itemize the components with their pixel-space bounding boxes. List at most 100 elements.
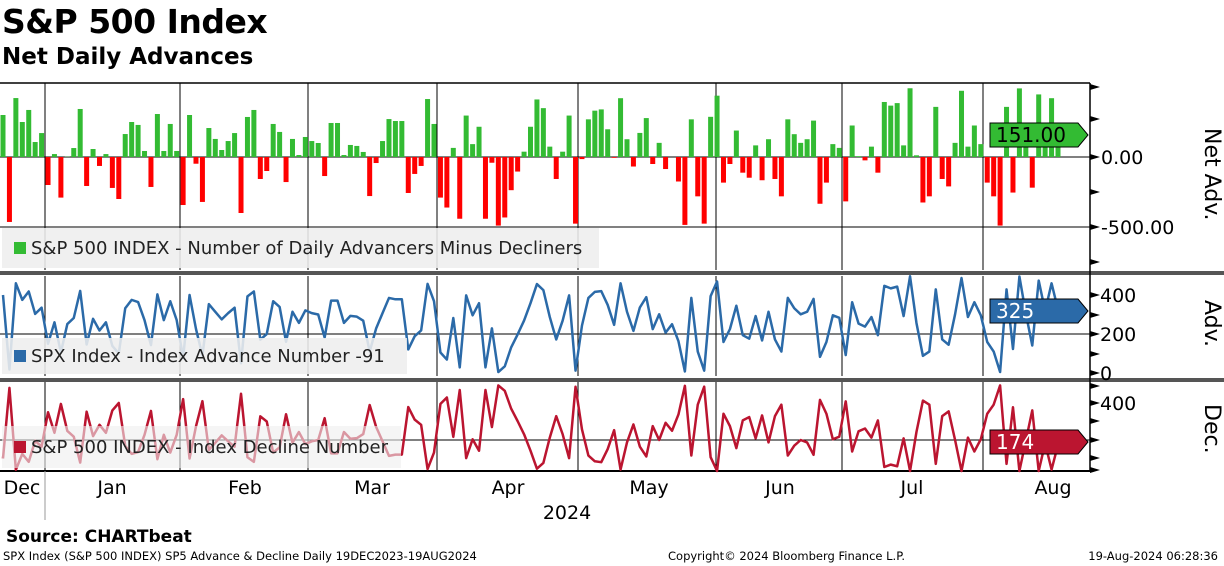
- bar-net: [476, 126, 482, 157]
- bar-net: [785, 119, 791, 157]
- legend-dec: S&P 500 INDEX - Index Decline Number: [2, 426, 401, 468]
- bar-net: [283, 157, 289, 183]
- bar-net: [122, 134, 128, 157]
- legend-swatch-adv: [14, 350, 26, 362]
- bar-net: [605, 129, 611, 157]
- bar-net: [849, 125, 855, 157]
- x-month-label: Mar: [354, 477, 390, 499]
- bar-net: [193, 157, 199, 164]
- footer-copyright: Copyright© 2024 Bloomberg Finance L.P.: [668, 549, 905, 563]
- bar-net: [817, 157, 823, 204]
- bar-net: [238, 157, 244, 213]
- bar-net: [225, 141, 231, 157]
- bar-net: [103, 154, 109, 157]
- footer-timestamp: 19-Aug-2024 06:28:36: [1088, 549, 1218, 563]
- last-value-tag-dec: [989, 429, 1089, 455]
- bar-net: [96, 157, 102, 166]
- bar-net: [688, 119, 694, 157]
- bar-net: [630, 157, 636, 167]
- bar-net: [354, 145, 360, 157]
- bar-net: [843, 157, 849, 202]
- bar-net: [875, 157, 881, 173]
- bar-net: [881, 101, 887, 157]
- bar-net: [534, 99, 540, 157]
- axis-tick: [1090, 84, 1100, 90]
- bar-net: [206, 128, 212, 157]
- bar-net: [328, 122, 334, 157]
- bar-net: [418, 157, 424, 166]
- bar-net: [804, 139, 810, 157]
- x-month-label: Jan: [96, 477, 126, 499]
- bar-net: [489, 157, 495, 163]
- axis-title-adv: Adv.: [1199, 300, 1224, 347]
- axis-tick: [1090, 154, 1100, 160]
- axis-tick: [1090, 116, 1100, 122]
- axis-tick: [1090, 437, 1100, 443]
- bar-net: [84, 157, 90, 186]
- last-value-tag-dec-text: 174: [996, 430, 1034, 454]
- bar-net: [901, 145, 907, 157]
- y-tick-label-adv: 0: [1100, 363, 1112, 385]
- bar-net: [573, 157, 579, 224]
- bar-net: [174, 150, 180, 157]
- bar-net: [148, 157, 154, 187]
- bar-net: [335, 122, 341, 157]
- bar-net: [508, 157, 514, 191]
- bar-net: [32, 142, 38, 157]
- axis-tick: [1090, 370, 1100, 376]
- bar-net: [470, 144, 476, 157]
- bar-net: [566, 115, 572, 157]
- y-tick-label-adv: 200: [1100, 324, 1136, 346]
- bar-net: [322, 157, 328, 177]
- bar-net: [463, 115, 469, 157]
- bar-net: [939, 157, 945, 179]
- bar-net: [495, 157, 501, 226]
- bar-net: [540, 108, 546, 157]
- bar-net: [553, 157, 559, 179]
- bar-net: [289, 138, 295, 157]
- bar-net: [450, 147, 456, 157]
- bar-net: [392, 121, 398, 157]
- last-value-tag-adv: [989, 298, 1089, 324]
- bar-net: [444, 157, 450, 208]
- bar-net: [315, 143, 321, 157]
- axis-tick: [1090, 259, 1100, 265]
- last-value-tag-adv-text: 325: [996, 299, 1034, 323]
- bar-net: [618, 98, 624, 157]
- bar-net: [978, 144, 984, 157]
- bar-net: [682, 157, 688, 225]
- line-advances: [1, 275, 1060, 374]
- bar-net: [302, 136, 308, 157]
- bar-net: [714, 95, 720, 157]
- bar-net: [71, 148, 77, 157]
- bar-net: [251, 109, 257, 157]
- axis-tick: [1090, 383, 1100, 389]
- bar-net: [650, 157, 656, 164]
- legend-adv: SPX Index - Index Advance Number -91: [2, 338, 407, 374]
- bar-net: [894, 103, 900, 157]
- bar-net: [515, 157, 521, 172]
- bar-net: [920, 157, 926, 203]
- bar-net: [51, 154, 57, 157]
- bar-net: [19, 122, 25, 157]
- bar-net: [547, 146, 553, 157]
- bar-net: [39, 133, 45, 157]
- bar-net: [45, 157, 51, 185]
- bar-net: [675, 157, 681, 182]
- bar-net: [135, 124, 141, 157]
- bar-net: [830, 144, 836, 157]
- y-tick-label-net: -500.00: [1101, 217, 1174, 239]
- x-year-label: 2024: [543, 502, 591, 524]
- bar-net: [502, 157, 508, 218]
- axis-tick: [1090, 189, 1100, 195]
- x-month-label: Apr: [492, 477, 525, 499]
- bar-net: [109, 157, 115, 188]
- bar-net: [823, 157, 829, 183]
- bar-net: [868, 146, 874, 157]
- bar-net: [521, 151, 527, 157]
- axis-tick: [1090, 351, 1100, 357]
- y-tick-label-dec: 400: [1100, 393, 1136, 415]
- bar-net: [643, 118, 649, 157]
- bar-net: [926, 157, 932, 197]
- bar-net: [1029, 157, 1035, 188]
